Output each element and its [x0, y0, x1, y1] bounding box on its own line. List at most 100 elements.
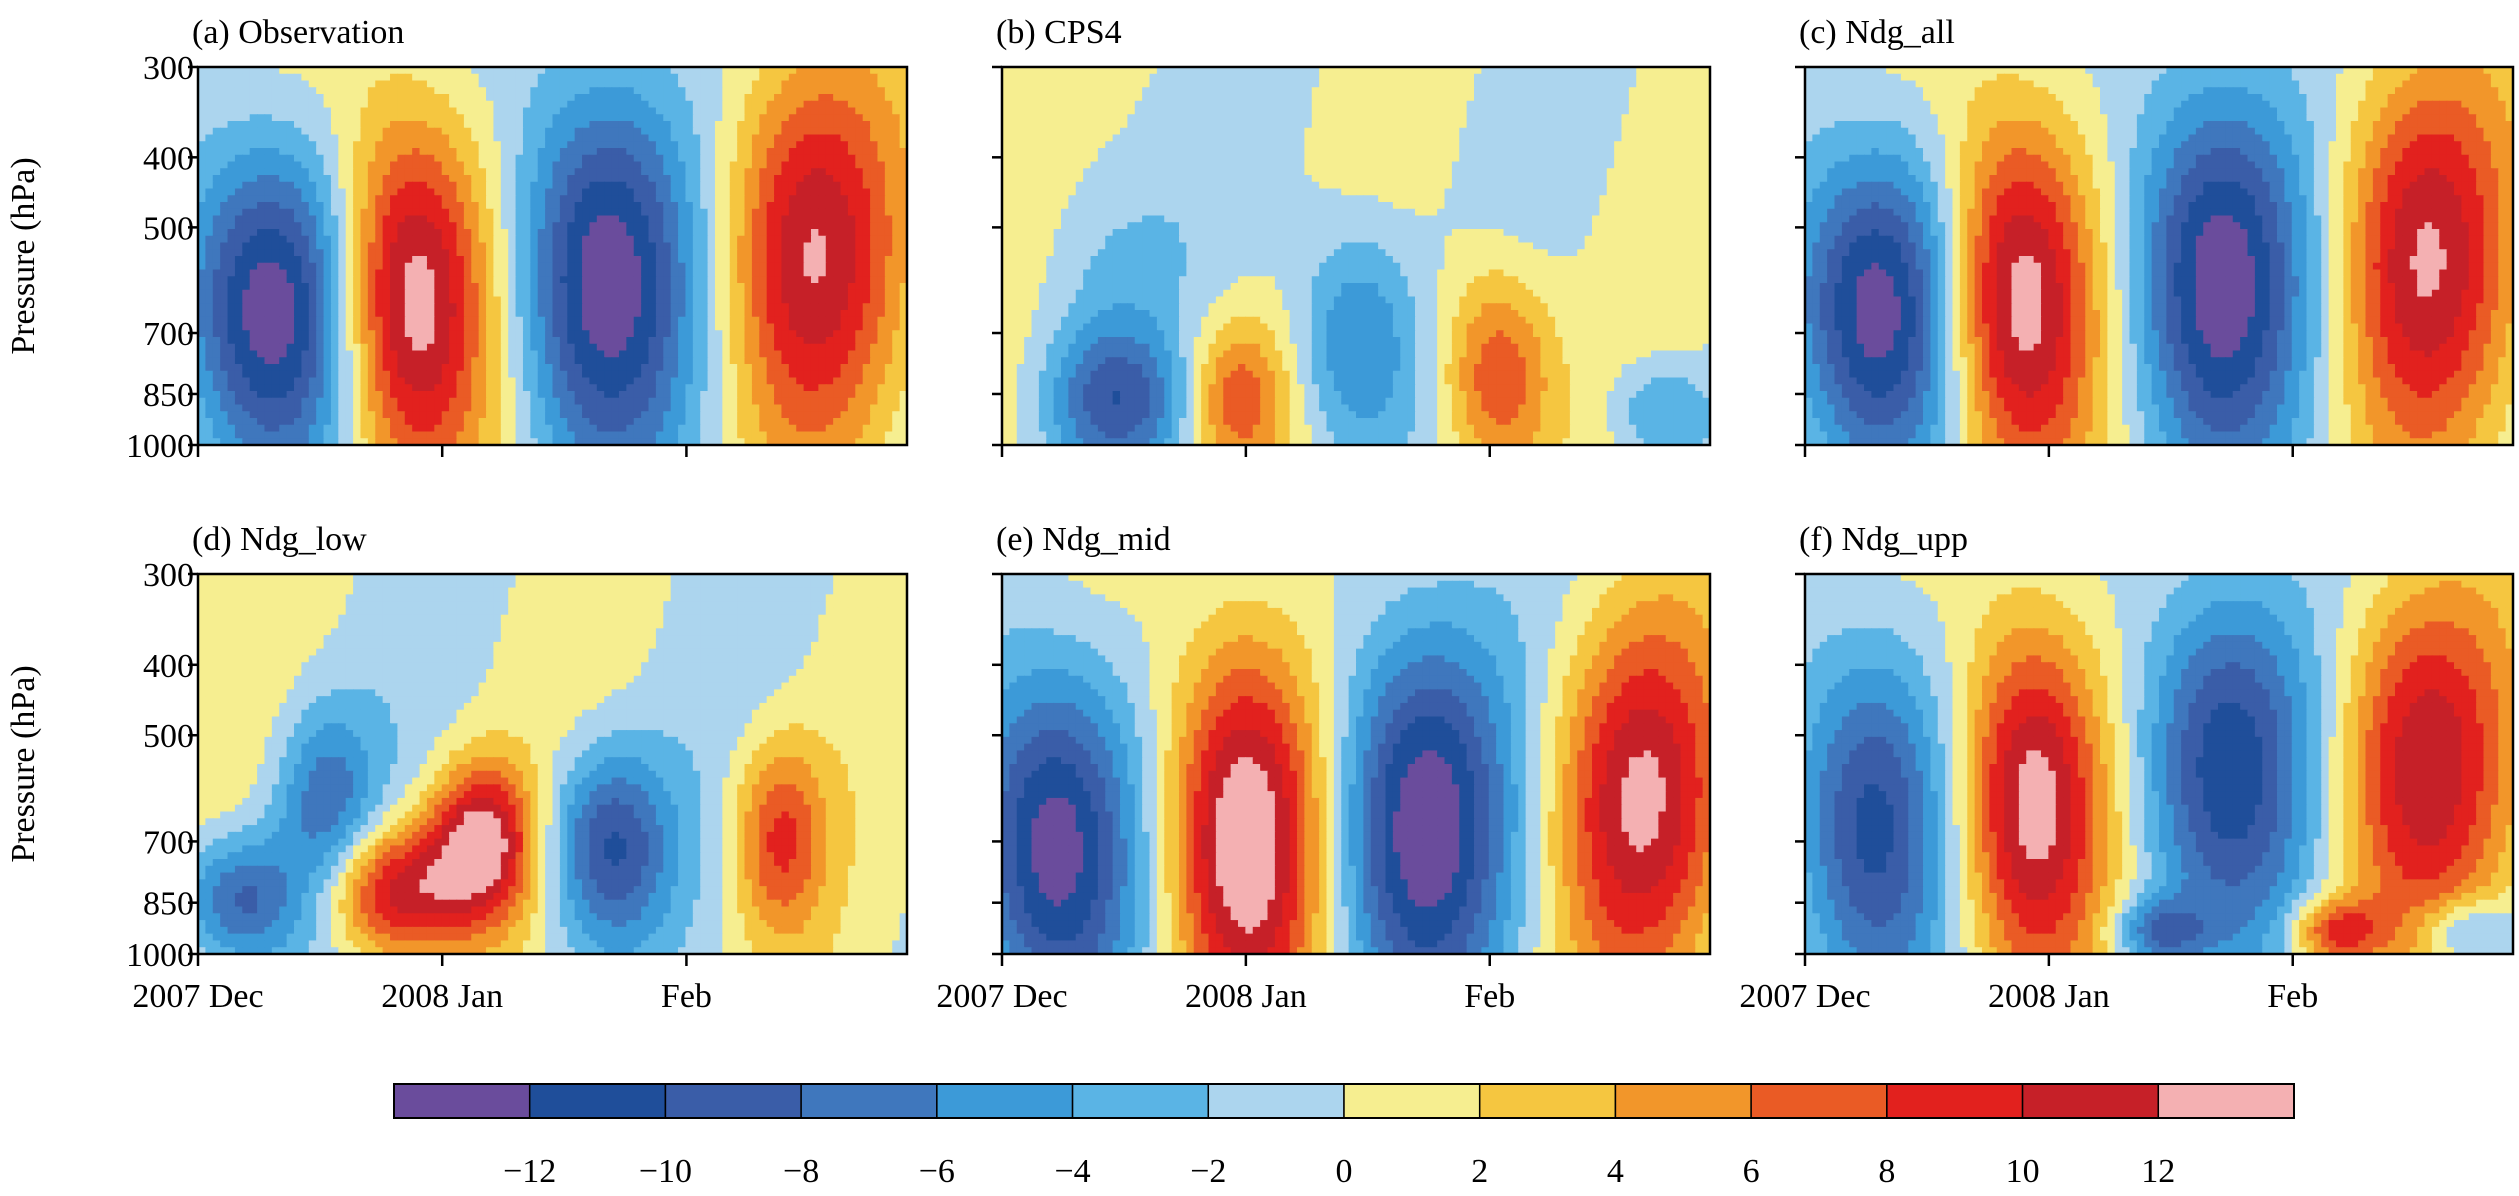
contour-cell: [774, 155, 782, 162]
contour-cell: [545, 121, 553, 128]
contour-cell: [841, 87, 849, 94]
contour-cell: [471, 162, 479, 169]
contour-cell: [493, 114, 501, 121]
contour-cell: [700, 87, 708, 94]
contour-cell: [885, 155, 893, 162]
contour-cell: [877, 128, 885, 135]
contour-cell: [456, 128, 464, 135]
contour-cell: [287, 101, 295, 108]
contour-cell: [420, 148, 428, 155]
contour-cell: [826, 135, 834, 142]
contour-cell: [730, 128, 738, 135]
contour-cell: [405, 148, 413, 155]
contour-cell: [523, 155, 531, 162]
contour-cell: [796, 121, 804, 128]
contour-cell: [855, 94, 863, 101]
contour-cell: [833, 114, 841, 121]
contour-cell: [287, 74, 295, 81]
contour-cell: [442, 94, 450, 101]
contour-cell: [338, 148, 346, 155]
contour-cell: [301, 101, 309, 108]
contour-cell: [213, 141, 221, 148]
contour-cell: [390, 128, 398, 135]
contour-cell: [442, 87, 450, 94]
contour-cell: [501, 114, 509, 121]
contour-cell: [804, 148, 812, 155]
contour-cell: [796, 94, 804, 101]
contour-cell: [877, 148, 885, 155]
contour-cell: [804, 114, 812, 121]
contour-cell: [250, 74, 258, 81]
contour-cell: [449, 108, 457, 115]
contour-cell: [553, 155, 561, 162]
contour-cell: [604, 114, 612, 121]
contour-cell: [516, 101, 524, 108]
contour-cell: [405, 155, 413, 162]
contour-cell: [560, 162, 568, 169]
contour-cell: [877, 108, 885, 115]
contour-cell: [375, 74, 383, 81]
contour-cell: [368, 141, 376, 148]
contour-cell: [818, 94, 826, 101]
contour-cell: [582, 87, 590, 94]
contour-cell: [693, 135, 701, 142]
contour-cell: [848, 81, 856, 88]
contour-cell: [434, 108, 442, 115]
contour-cell: [626, 121, 634, 128]
contour-cell: [442, 135, 450, 142]
contour-cell: [626, 108, 634, 115]
contour-cell: [235, 94, 243, 101]
contour-cell: [767, 94, 775, 101]
contour-cell: [309, 101, 317, 108]
contour-cell: [368, 74, 376, 81]
contour-cell: [279, 108, 287, 115]
contour-cell: [892, 135, 900, 142]
contour-cell: [287, 162, 295, 169]
contour-cell: [523, 162, 531, 169]
contour-cell: [597, 141, 605, 148]
contour-cell: [353, 121, 361, 128]
contour-cell: [634, 128, 642, 135]
contour-cell: [420, 101, 428, 108]
contour-cell: [693, 141, 701, 148]
contour-cell: [375, 87, 383, 94]
contour-cell: [235, 87, 243, 94]
contour-cell: [745, 87, 753, 94]
contour-cell: [582, 108, 590, 115]
contour-cell: [309, 108, 317, 115]
contour-cell: [287, 135, 295, 142]
contour-cell: [316, 121, 324, 128]
contour-cell: [264, 108, 272, 115]
contour-cell: [560, 155, 568, 162]
contour-cell: [272, 81, 280, 88]
contour-cell: [567, 94, 575, 101]
contour-cell: [493, 155, 501, 162]
contour-cell: [501, 94, 509, 101]
contour-cell: [649, 135, 657, 142]
contour-cell: [671, 81, 679, 88]
contour-cell: [759, 87, 767, 94]
contour-cell: [264, 94, 272, 101]
contour-cell: [774, 94, 782, 101]
contour-cell: [375, 148, 383, 155]
contour-cell: [279, 135, 287, 142]
contour-cell: [656, 81, 664, 88]
contour-cell: [604, 155, 612, 162]
contour-cell: [641, 135, 649, 142]
contour-cell: [368, 128, 376, 135]
contour-cell: [538, 81, 546, 88]
contour-field: [198, 67, 908, 446]
contour-cell: [471, 108, 479, 115]
contour-cell: [678, 155, 686, 162]
contour-cell: [442, 141, 450, 148]
contour-cell: [456, 141, 464, 148]
contour-cell: [604, 141, 612, 148]
contour-cell: [272, 101, 280, 108]
contour-cell: [405, 74, 413, 81]
contour-cell: [634, 148, 642, 155]
contour-cell: [619, 162, 627, 169]
contour-cell: [811, 128, 819, 135]
contour-cell: [560, 141, 568, 148]
contour-cell: [619, 94, 627, 101]
contour-cell: [397, 121, 405, 128]
